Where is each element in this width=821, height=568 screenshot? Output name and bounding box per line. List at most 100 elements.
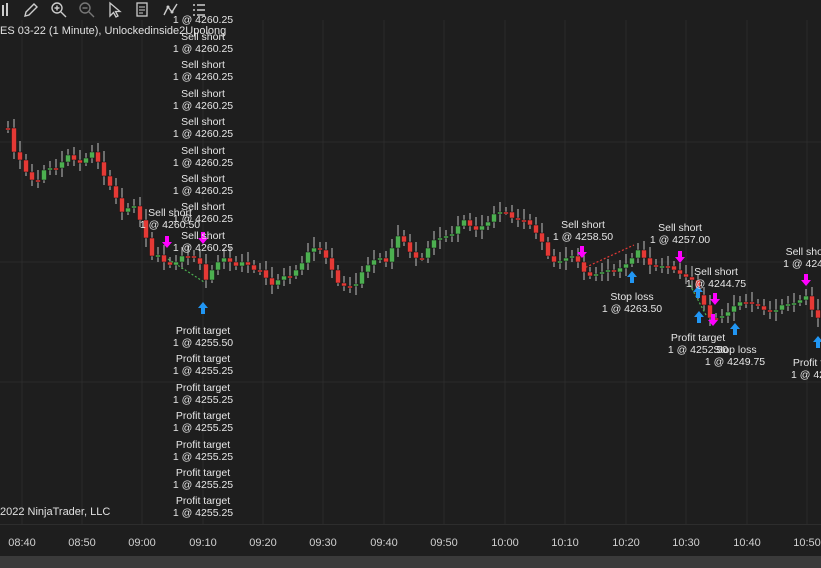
candle-body: [233, 261, 239, 267]
time-axis-tick-label: 10:00: [491, 537, 519, 549]
profit-target-label: Profit target 1 @ 4255.25: [173, 467, 233, 491]
candle-body: [341, 282, 347, 287]
candle-body: [683, 273, 689, 278]
trade-label-action: Profit target: [670, 332, 726, 344]
candle-body: [701, 294, 707, 306]
trade-label-detail: 1 @ 4248: [783, 258, 821, 270]
sell-short-label: Sell short 1 @ 4260.25: [173, 88, 233, 112]
candle-body: [557, 260, 563, 264]
candle-body: [413, 251, 419, 259]
candle-body: [587, 271, 593, 277]
candle-body: [77, 159, 83, 164]
candle-body: [59, 161, 65, 169]
candle-body: [569, 255, 575, 259]
candle-body: [227, 257, 233, 263]
trade-label-action: Sell short: [181, 59, 225, 72]
time-axis-tick-label: 10:30: [672, 537, 700, 549]
candle-body: [275, 279, 281, 286]
candle-body: [485, 221, 491, 227]
candle-body: [779, 304, 785, 311]
sell-short-label: Sell short 1 @ 4244.75: [686, 266, 746, 290]
candle-body: [131, 205, 137, 209]
candle-body: [281, 275, 287, 281]
sell-short-label: Sell short 1 @ 4260.25: [173, 145, 233, 169]
trade-label-action: Sell short: [181, 201, 225, 214]
candle-body: [815, 309, 821, 319]
buy-to-cover-arrow-icon: [627, 271, 637, 283]
candle-body: [419, 257, 425, 261]
profit-target-label: Profit target 1 @ 4255.25: [173, 495, 233, 519]
trade-label-detail: 1 @ 4260.50: [139, 219, 201, 231]
trade-label-detail: 1 @ 4260.25: [172, 156, 234, 169]
trade-label-detail: 1 @ 4257.00: [649, 234, 711, 246]
candle-body: [191, 255, 197, 259]
candle-body: [461, 219, 467, 227]
price-chart-panel[interactable]: [0, 20, 821, 524]
candle-body: [11, 127, 17, 153]
candle-body: [305, 251, 311, 264]
time-axis-tick-label: 10:10: [551, 537, 579, 549]
profit-target-label: Profit target 1 @ 4255.25: [173, 439, 233, 463]
candle-body: [215, 261, 221, 271]
draw-pencil-icon[interactable]: [22, 1, 40, 19]
trade-label-action: Stop loss: [610, 291, 654, 303]
zoom-in-icon[interactable]: [50, 1, 68, 19]
candle-body: [353, 283, 359, 287]
trade-label-action: Profit t: [792, 357, 821, 369]
trade-label-detail: 1 @ 4255.25: [172, 393, 234, 406]
strategy-list-icon[interactable]: [190, 1, 208, 19]
bar-type-icon[interactable]: [0, 1, 18, 19]
zoom-out-icon[interactable]: [78, 1, 96, 19]
sell-short-label: Sell short 1 @ 4260.25: [173, 173, 233, 197]
horizontal-scrollbar[interactable]: [0, 556, 821, 568]
time-axis-tick-label: 09:30: [309, 537, 337, 549]
trade-label-detail: 1 @ 4255.25: [172, 507, 234, 520]
candle-body: [551, 255, 557, 263]
candle-body: [287, 275, 293, 279]
candle-body: [785, 303, 791, 307]
candle-body: [455, 225, 461, 235]
candle-body: [491, 213, 497, 223]
candle-body: [143, 219, 149, 239]
candle-body: [179, 255, 185, 263]
candle-body: [473, 225, 479, 231]
candle-body: [575, 255, 581, 263]
candle-body: [329, 257, 335, 271]
candle-body: [263, 269, 269, 279]
select-cursor-icon[interactable]: [106, 1, 124, 19]
sell-short-arrow-icon: [708, 314, 718, 326]
time-axis-tick-label: 08:40: [8, 537, 36, 549]
candle-body: [251, 264, 257, 271]
sell-short-label: Sell short 1 @ 4260.25: [173, 31, 233, 55]
candle-body: [431, 239, 437, 249]
candle-body: [659, 265, 665, 269]
chart-title: ES 03-22 (1 Minute), Unlockedinside2Upol…: [0, 25, 227, 37]
time-axis[interactable]: 08:40 08:50 09:00 09:10 09:20 09:30 09:40 09:50…: [0, 524, 821, 557]
sell-short-arrow-icon: [801, 274, 811, 286]
candle-body: [641, 249, 647, 259]
candle-body: [545, 241, 551, 257]
candle-body: [119, 197, 125, 213]
stop-loss-label: Stop loss 1 @ 4263.50: [602, 291, 662, 315]
trade-label-action: Profit target: [175, 325, 231, 337]
candle-body: [323, 249, 329, 259]
trade-label-detail: 1 @ 4260.25: [172, 213, 234, 226]
time-axis-tick-label: 10:50: [793, 537, 821, 549]
candle-body: [185, 255, 191, 259]
candle-body: [35, 179, 41, 183]
candle-body: [359, 271, 365, 285]
candle-body: [797, 299, 803, 304]
candle-body: [749, 301, 755, 305]
candle-body: [671, 265, 677, 271]
candle-body: [503, 211, 509, 215]
trade-label-action: Sell short: [658, 222, 702, 234]
indicator-icon[interactable]: [162, 1, 180, 19]
candle-body: [239, 261, 245, 267]
trade-label-detail: 1 @ 4255.25: [172, 450, 234, 463]
sell-short-arrow-icon: [675, 251, 685, 263]
data-box-icon[interactable]: [134, 1, 152, 19]
sell-short-arrow-icon: [577, 246, 587, 258]
candle-body: [137, 205, 143, 221]
candle-body: [299, 262, 305, 271]
trade-label-action: Sell short: [181, 173, 225, 185]
